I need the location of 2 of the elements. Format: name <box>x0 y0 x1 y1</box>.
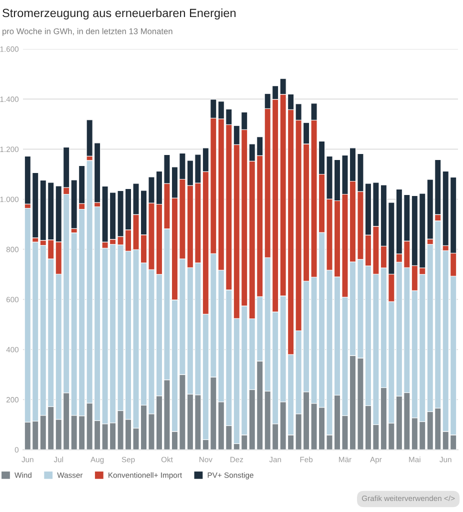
chart-title: Stromerzeugung aus erneuerbaren Energien <box>2 8 236 20</box>
chart-subtitle: pro Woche in GWh, in den letzten 13 Monaten <box>2 28 172 36</box>
